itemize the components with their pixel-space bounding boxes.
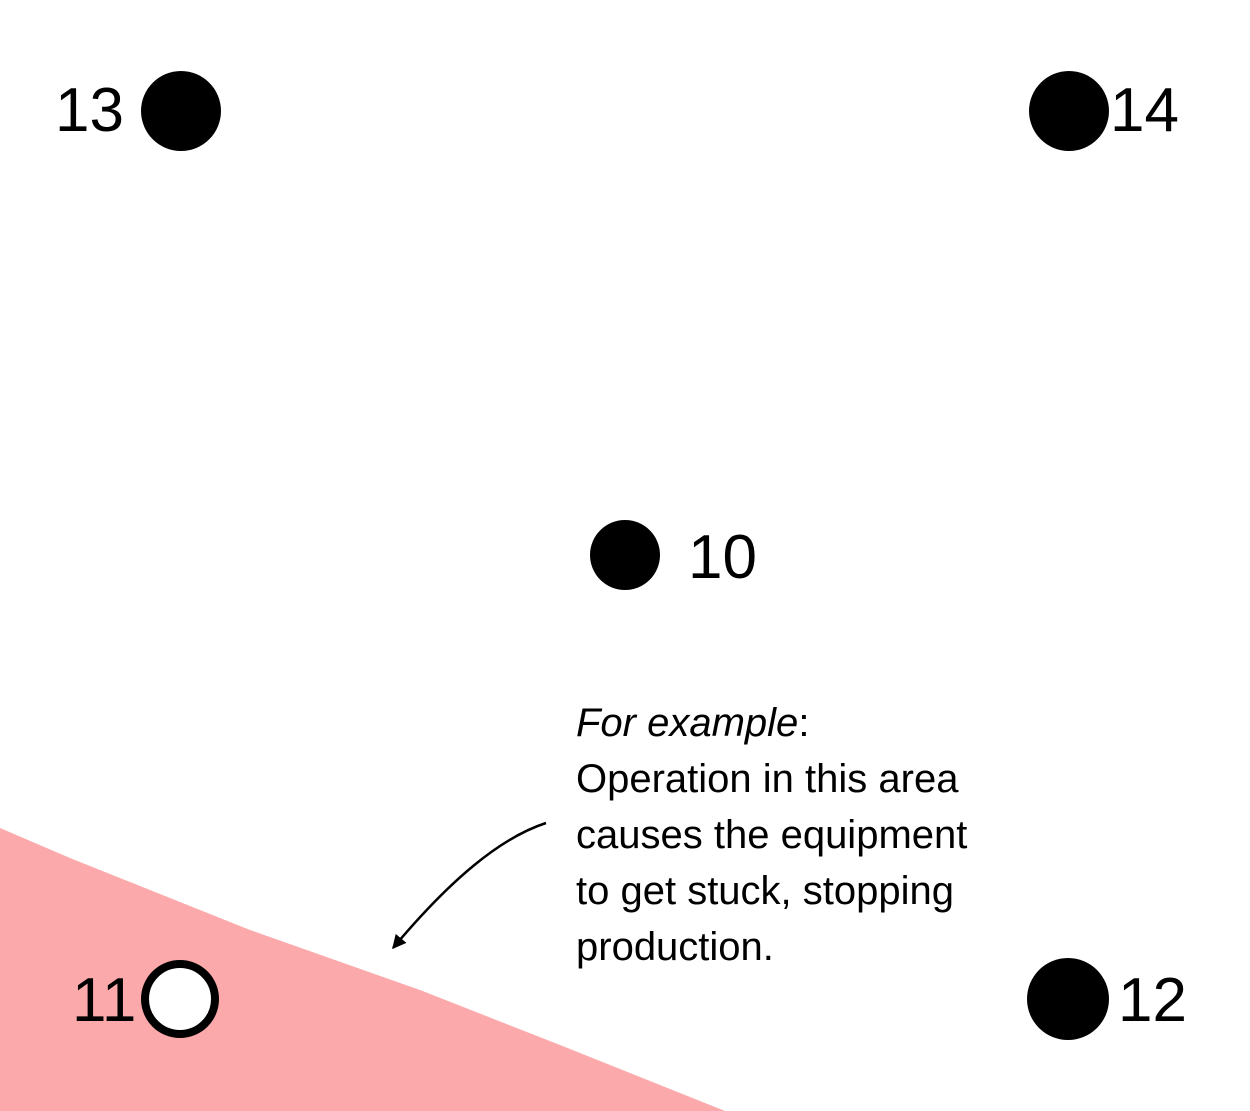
annotation-arrow	[392, 821, 547, 950]
point-10-label: 10	[688, 523, 757, 592]
point-13-marker	[141, 71, 221, 151]
annotation-line-2: causes the equipment	[576, 813, 968, 857]
annotation-suffix: :	[798, 701, 810, 745]
annotation-line-1: Operation in this area	[576, 757, 959, 801]
point-12-marker	[1027, 958, 1109, 1040]
point-11-label: 11	[72, 966, 137, 1035]
annotation-line-3: to get stuck, stopping	[576, 869, 955, 913]
point-13-label: 13	[55, 76, 124, 145]
annotation-prefix: For example	[576, 701, 799, 745]
point-10-marker	[590, 520, 660, 590]
point-14-marker	[1029, 71, 1109, 151]
risk-zone	[0, 828, 725, 1111]
point-14-label: 14	[1110, 76, 1179, 145]
annotation-heading: For example:	[576, 695, 967, 751]
point-12-label: 12	[1118, 966, 1187, 1035]
annotation-text: For example: Operation in this area caus…	[576, 695, 967, 975]
point-11-marker	[141, 960, 219, 1038]
annotation-line-4: production.	[576, 925, 774, 969]
